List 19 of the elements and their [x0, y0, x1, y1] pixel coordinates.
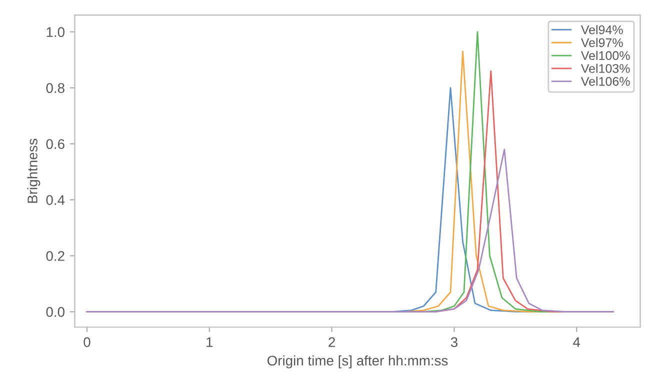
- legend-label: Vel106%: [580, 76, 630, 86]
- y-tick-label: 0.6: [46, 139, 64, 149]
- legend-label: Vel103%: [580, 64, 630, 73]
- legend-label: Vel100%: [580, 50, 630, 60]
- y-tick-label: 1.0: [46, 27, 64, 38]
- line-series: [86, 148, 614, 312]
- x-tick-label: 2: [328, 337, 335, 347]
- x-axis-title: Origin time [s] after hh:mm:ss: [267, 355, 448, 368]
- y-tick-label: 0.2: [46, 251, 64, 261]
- x-tick-label: 1: [206, 337, 213, 347]
- x-tick-label: 3: [450, 337, 458, 348]
- x-tick-label: 0: [84, 337, 90, 348]
- y-tick-label: 0.4: [46, 195, 65, 205]
- y-tick-label: 0.8: [46, 83, 64, 93]
- y-tick-label: 0.0: [46, 307, 64, 317]
- y-axis-title: Brightness: [27, 138, 40, 203]
- x-tick-label: 4: [573, 337, 580, 347]
- legend-label: Vel94%: [580, 25, 623, 34]
- legend-label: Vel97%: [580, 38, 623, 48]
